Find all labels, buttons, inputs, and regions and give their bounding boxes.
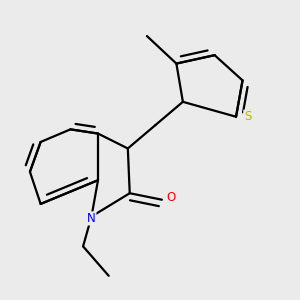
Text: S: S xyxy=(244,110,251,123)
Text: N: N xyxy=(87,212,96,225)
Text: O: O xyxy=(167,191,176,204)
